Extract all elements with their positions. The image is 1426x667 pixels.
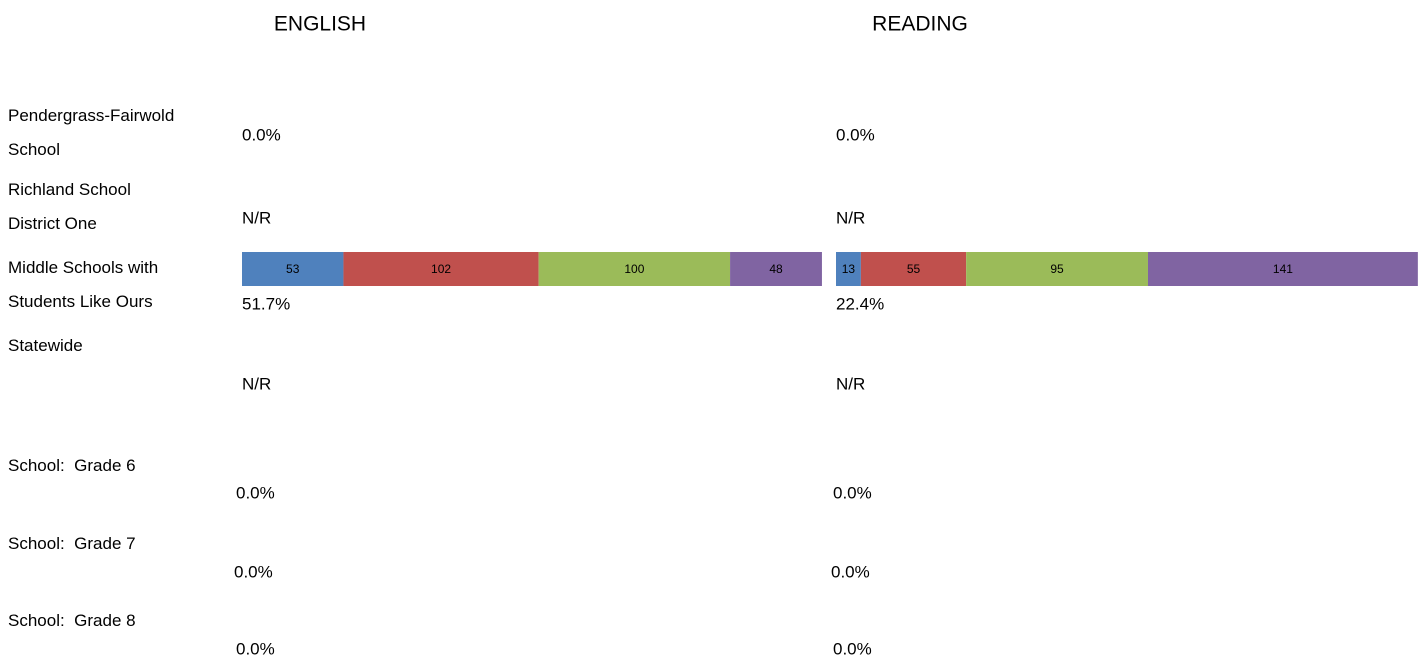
data-label: 48 (769, 262, 783, 276)
bar-segment (538, 252, 731, 286)
row-label: Pendergrass-Fairwold School (8, 106, 180, 159)
bar-segment (343, 252, 539, 286)
row-annotation: 0.0% (242, 125, 281, 144)
panel-title: READING (872, 13, 968, 36)
bar-segment (730, 252, 822, 286)
row-annotation: 0.0% (234, 562, 273, 581)
data-label: 102 (431, 262, 451, 276)
row-label: Statewide (8, 336, 83, 355)
row-label: Richland School District One (8, 180, 136, 233)
data-label: 141 (1273, 262, 1293, 276)
data-label: 55 (907, 262, 921, 276)
bar-segment (836, 252, 861, 286)
bar-segment (966, 252, 1148, 286)
panel-title: ENGLISH (274, 13, 366, 36)
row-label: School: Grade 8 (8, 611, 136, 630)
row-label: Middle Schools with Students Like Ours (8, 258, 163, 311)
row-annotation: 0.0% (833, 483, 872, 502)
row-annotation: 0.0% (836, 125, 875, 144)
row-label: School: Grade 6 (8, 456, 136, 475)
row-annotation: 22.4% (836, 294, 884, 313)
row-annotation: N/R (836, 374, 865, 393)
data-label: 100 (624, 262, 644, 276)
row-annotation: N/R (242, 374, 271, 393)
bar-segment (1147, 252, 1418, 286)
data-label: 13 (842, 262, 856, 276)
row-annotation: N/R (836, 208, 865, 227)
row-annotation: 0.0% (833, 639, 872, 658)
row-annotation: 0.0% (236, 639, 275, 658)
row-annotation: 0.0% (236, 483, 275, 502)
row-annotation: N/R (242, 208, 271, 227)
row-annotation: 0.0% (831, 562, 870, 581)
data-label: 95 (1050, 262, 1064, 276)
row-annotation: 51.7% (242, 294, 290, 313)
row-label: School: Grade 7 (8, 534, 136, 553)
data-label: 53 (286, 262, 300, 276)
bar-segment (860, 252, 967, 286)
bar-segment (242, 252, 344, 286)
